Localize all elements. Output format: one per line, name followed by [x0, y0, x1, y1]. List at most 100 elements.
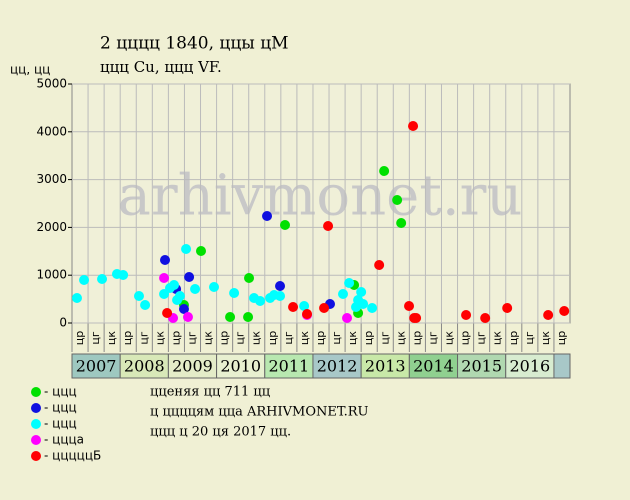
x-tick-label: цр — [362, 331, 375, 345]
year-label: 2016 — [509, 357, 550, 376]
x-tick-label: цр — [218, 331, 231, 345]
legend-label: - ццц — [44, 417, 77, 431]
point — [461, 310, 472, 321]
x-tick-label: цг — [378, 331, 391, 344]
x-tick-label: цк — [443, 331, 456, 345]
year-cell — [457, 353, 507, 379]
x-tick-label: цг — [89, 331, 102, 344]
point — [319, 302, 330, 313]
year-cell — [167, 353, 218, 379]
note: ццц ц 20 ця 2017 цц. — [150, 425, 291, 440]
year-label: 2014 — [413, 357, 454, 376]
year-label: 2008 — [124, 357, 165, 376]
point — [302, 309, 313, 320]
point — [174, 290, 185, 301]
point — [178, 303, 189, 314]
point — [404, 300, 415, 311]
point — [408, 121, 419, 132]
chart-title: 2 цццц 1840, ццы цМ — [100, 34, 289, 54]
point — [344, 277, 355, 288]
point — [502, 302, 513, 313]
point — [182, 311, 193, 322]
y-tick-label: 3000 — [36, 172, 67, 186]
point — [97, 274, 108, 285]
x-tick-label: цр — [73, 331, 86, 345]
point — [356, 286, 367, 297]
point — [392, 195, 403, 206]
point — [181, 244, 192, 255]
x-tick-label: цг — [475, 331, 488, 344]
x-tick-label: цр — [555, 331, 568, 345]
year-cell — [119, 353, 169, 379]
point — [225, 311, 236, 322]
point — [559, 306, 570, 317]
legend-label: - ццц — [44, 401, 77, 415]
x-tick-label: цк — [105, 331, 118, 345]
point — [275, 290, 286, 301]
legend-label: - ццц — [44, 385, 77, 399]
x-tick-label: цк — [394, 331, 407, 345]
point — [160, 254, 171, 265]
x-tick-label: цк — [346, 331, 359, 345]
x-tick-label: цг — [330, 331, 343, 344]
year-label: 2011 — [269, 357, 310, 376]
x-tick-label: цк — [539, 331, 552, 345]
watermark: arhivmonet.ru — [118, 164, 523, 229]
point — [71, 293, 82, 304]
x-tick-label: цг — [426, 331, 439, 344]
point — [229, 287, 240, 298]
point — [353, 295, 364, 306]
point — [338, 288, 349, 299]
legend-swatch — [31, 451, 41, 461]
point — [323, 221, 334, 232]
x-tick-label: цр — [314, 331, 327, 345]
year-cell — [71, 353, 121, 379]
plot-area — [71, 83, 571, 324]
point — [299, 300, 310, 311]
x-tick-label: цк — [202, 331, 215, 345]
point — [184, 272, 195, 283]
year-cell — [216, 353, 266, 379]
legend-swatch — [31, 387, 41, 397]
year-cell — [360, 353, 410, 379]
x-tick-label: цг — [523, 331, 536, 344]
point — [159, 273, 170, 284]
point — [243, 311, 254, 322]
chart-subtitle: ццц Cu, ццц VF. — [100, 58, 222, 76]
point — [169, 279, 180, 290]
note: цценяя цц 711 цц — [150, 385, 270, 400]
point — [543, 310, 554, 321]
point — [79, 274, 90, 285]
point — [396, 218, 407, 229]
x-tick-label: цк — [298, 331, 311, 345]
point — [195, 246, 206, 257]
y-tick-label: 5000 — [36, 77, 67, 91]
legend-label: - цццццБ — [44, 449, 101, 463]
point — [288, 301, 299, 312]
x-tick-label: цр — [507, 331, 520, 345]
point — [244, 273, 255, 284]
point — [162, 308, 173, 319]
year-label: 2007 — [76, 357, 117, 376]
x-tick-label: цр — [121, 331, 134, 345]
point — [262, 211, 273, 222]
x-tick-label: цк — [491, 331, 504, 345]
point — [411, 312, 422, 323]
x-tick-label: цг — [282, 331, 295, 344]
x-tick-label: цг — [137, 331, 150, 344]
year-cell — [408, 353, 459, 379]
x-tick-label: цк — [250, 331, 263, 345]
x-tick-label: цр — [169, 331, 182, 345]
point — [255, 296, 266, 307]
x-tick-label: цр — [266, 331, 279, 345]
x-tick-label: цк — [153, 331, 166, 345]
point — [379, 165, 390, 176]
y-tick-label: 2000 — [36, 220, 67, 234]
point — [209, 282, 220, 293]
x-tick-label: цг — [185, 331, 198, 344]
point — [275, 281, 286, 292]
note: ц ццццям цца ARHIVMONET.RU — [150, 405, 369, 420]
x-tick-label: цр — [410, 331, 423, 345]
